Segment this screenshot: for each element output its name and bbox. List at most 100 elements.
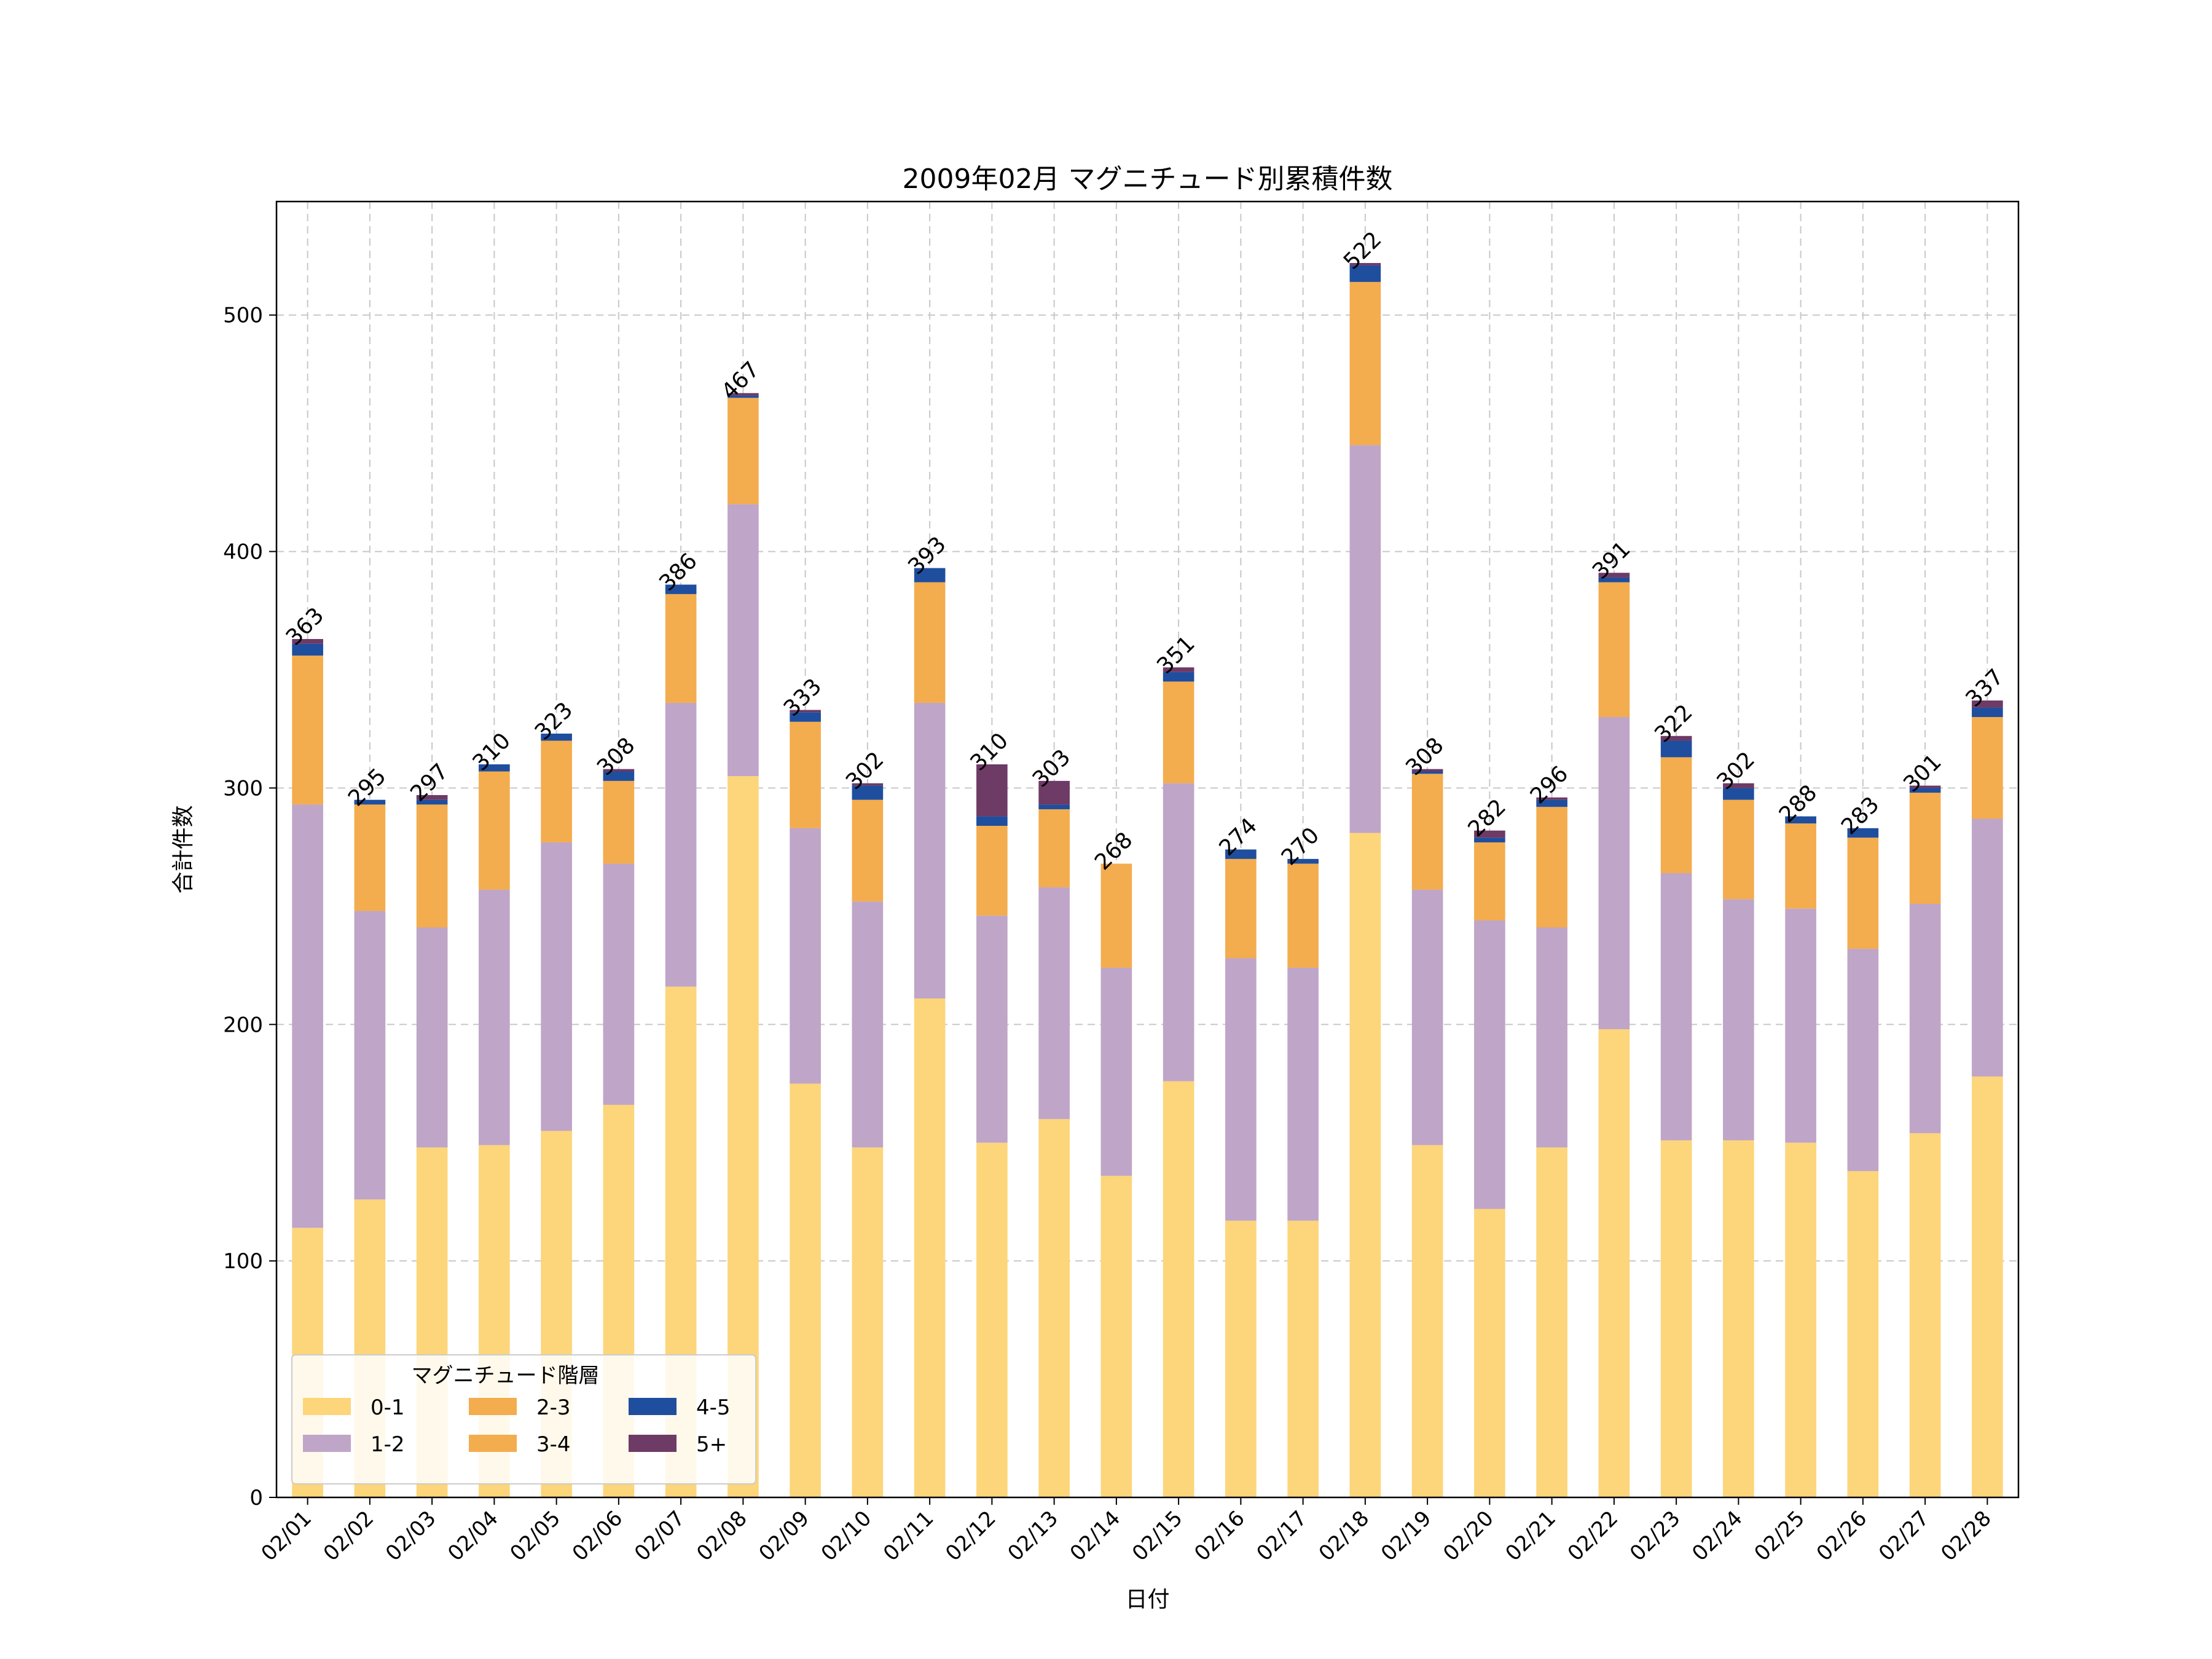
bar-segment-5+	[1349, 263, 1381, 265]
bar-segment-2-3	[976, 826, 1008, 916]
bar-segment-4-5	[1785, 816, 1816, 824]
legend-swatch-2-3	[469, 1398, 517, 1415]
bar-segment-0-1	[1660, 1140, 1692, 1497]
bar-segment-2-3	[1287, 863, 1319, 968]
x-axis-label: 日付	[1125, 1587, 1169, 1612]
bar-segment-5+	[1038, 780, 1070, 805]
bar-segment-4-5	[292, 643, 323, 656]
bar-segment-5+	[1411, 769, 1443, 772]
bar-segment-1-2	[914, 702, 946, 998]
bar-segment-5+	[1536, 797, 1567, 800]
bar-segment-2-3	[1474, 842, 1505, 920]
legend-swatch-4-5	[629, 1398, 677, 1415]
bar-segment-2-3	[1723, 799, 1754, 900]
bar-segment-4-5	[1723, 788, 1754, 800]
bar-segment-4-5	[852, 785, 884, 800]
bar-segment-2-3	[1100, 863, 1132, 968]
bar-segment-5+	[790, 710, 821, 713]
bar-segment-1-2	[976, 916, 1008, 1143]
bar-segment-2-3	[728, 398, 759, 504]
bar-segment-1-2	[1287, 967, 1319, 1221]
bar-segment-5+	[852, 783, 884, 786]
bar-segment-1-2	[354, 911, 386, 1200]
bar-segment-0-1	[1225, 1220, 1257, 1497]
bar-segment-0-1	[852, 1147, 884, 1497]
bar-segment-1-2	[416, 927, 448, 1148]
plot-background	[276, 202, 2018, 1497]
bar-segment-1-2	[292, 804, 323, 1228]
bar-segment-1-2	[1349, 445, 1381, 833]
bar-segment-2-3	[1909, 793, 1941, 904]
bar-segment-1-2	[1225, 958, 1257, 1221]
bar-segment-4-5	[1474, 837, 1505, 842]
bar-segment-1-2	[1785, 908, 1816, 1143]
bar-segment-2-3	[1536, 807, 1567, 928]
bar-segment-1-2	[1536, 927, 1567, 1148]
bar-segment-1-2	[1038, 887, 1070, 1120]
bar-segment-4-5	[790, 712, 821, 722]
bar-segment-4-5	[1847, 828, 1879, 838]
bar-segment-0-1	[1349, 833, 1381, 1497]
bar-segment-0-1	[1038, 1119, 1070, 1497]
bar-segment-1-2	[603, 863, 635, 1105]
bar-segment-1-2	[1163, 783, 1194, 1081]
legend-label-3-4: 3-4	[536, 1432, 571, 1457]
bar-segment-2-3	[1785, 823, 1816, 909]
bar-segment-4-5	[914, 568, 946, 582]
y-tick-label: 300	[223, 776, 263, 801]
bar-segment-1-2	[1411, 889, 1443, 1145]
bar-segment-0-1	[1723, 1140, 1754, 1497]
bar-segment-5+	[1474, 830, 1505, 838]
y-tick-label: 100	[223, 1249, 263, 1274]
bar-segment-4-5	[665, 584, 697, 594]
bar-segment-4-5	[1349, 265, 1381, 282]
bar-segment-1-2	[1847, 949, 1879, 1171]
bar-segment-0-1	[1598, 1029, 1630, 1497]
legend-label-2-3: 2-3	[536, 1395, 571, 1420]
axes-frame	[275, 200, 2020, 1499]
bar-segment-2-3	[1598, 582, 1630, 717]
bar-segment-0-1	[1972, 1076, 2003, 1497]
bar-segment-4-5	[603, 771, 635, 781]
bar-segment-4-5	[416, 799, 448, 805]
legend-swatch-3-4	[469, 1435, 517, 1452]
bar-segment-2-3	[292, 655, 323, 805]
bar-segment-2-3	[1225, 858, 1257, 959]
y-tick-label: 500	[223, 304, 263, 328]
bar-segment-1-2	[1723, 899, 1754, 1140]
bar-segment-1-2	[1474, 920, 1505, 1209]
bar-segment-1-2	[728, 504, 759, 777]
bar-segment-2-3	[1972, 716, 2003, 819]
bar-segment-2-3	[1411, 774, 1443, 890]
bar-segment-4-5	[1411, 771, 1443, 774]
bar-segment-2-3	[1038, 809, 1070, 888]
bar-segment-0-1	[1847, 1171, 1879, 1497]
bar-segment-1-2	[1660, 873, 1692, 1140]
legend: マグニチュード階層 0-1 1-2 2-3 3-4 4-5 5+	[291, 1354, 756, 1484]
bar-segment-0-1	[1785, 1142, 1816, 1497]
bar-segment-2-3	[603, 780, 635, 864]
bar-segment-5+	[976, 764, 1008, 817]
legend-swatch-0-1	[303, 1398, 351, 1415]
bar-segment-1-2	[852, 901, 884, 1148]
legend-title: マグニチュード階層	[412, 1363, 600, 1388]
legend-swatch-1-2	[303, 1435, 351, 1452]
bar-segment-2-3	[1847, 837, 1879, 949]
bar-segment-4-5	[728, 395, 759, 398]
bar-segment-1-2	[1972, 818, 2003, 1077]
bar-segment-4-5	[1972, 707, 2003, 717]
bar-segment-2-3	[914, 582, 946, 703]
bar-segment-5+	[1660, 735, 1692, 741]
legend-label-5+: 5+	[696, 1432, 727, 1457]
bar-segment-4-5	[1598, 577, 1630, 582]
bar-segment-4-5	[1909, 788, 1941, 793]
bar-segment-5+	[1909, 785, 1941, 788]
bar-segment-5+	[292, 638, 323, 644]
bar-segment-5+	[1723, 783, 1754, 788]
bar-segment-2-3	[790, 721, 821, 828]
bar-segment-5+	[416, 794, 448, 800]
bar-segment-2-3	[416, 804, 448, 928]
bar-segment-1-2	[541, 842, 572, 1131]
bar-segment-4-5	[479, 764, 510, 772]
